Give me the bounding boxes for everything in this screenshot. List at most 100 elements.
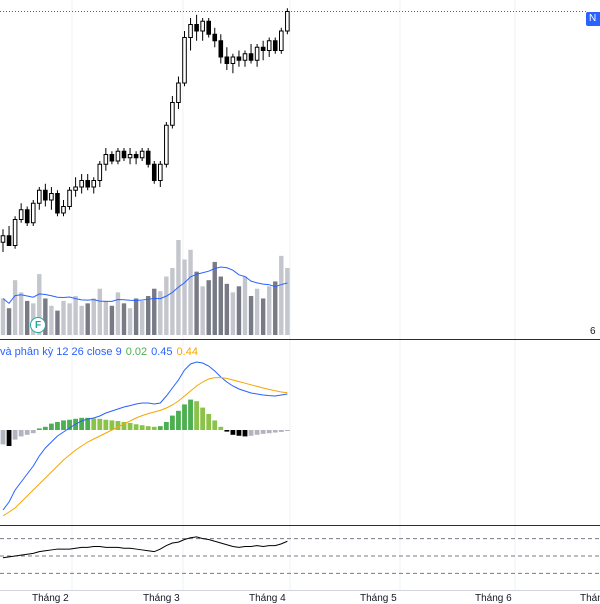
time-label: Tháng 3 bbox=[143, 593, 180, 604]
volume-bar bbox=[273, 281, 278, 335]
macd-histogram-bar bbox=[49, 423, 54, 430]
candle-body bbox=[170, 102, 175, 126]
macd-histogram bbox=[0, 399, 290, 446]
volume-bar bbox=[182, 259, 187, 335]
volume-bar bbox=[267, 286, 272, 335]
price-scale-tag[interactable]: N bbox=[586, 12, 600, 26]
macd-histogram-bar bbox=[248, 430, 254, 436]
macd-histogram-bar bbox=[266, 430, 272, 434]
volume-bar bbox=[115, 292, 121, 335]
candle-body bbox=[200, 20, 205, 32]
candle-body bbox=[218, 40, 224, 58]
macd-histogram-bar bbox=[212, 420, 218, 430]
candle-body bbox=[206, 20, 211, 35]
rsi-levels bbox=[0, 538, 600, 574]
macd-line bbox=[2, 361, 288, 511]
volume-bar bbox=[164, 276, 169, 335]
time-label: Tháng 7 bbox=[580, 593, 600, 604]
candle-body bbox=[79, 180, 84, 188]
macd-histogram-bar bbox=[170, 415, 175, 430]
candle-body bbox=[103, 154, 109, 165]
volume-bar bbox=[121, 303, 127, 335]
candle-body bbox=[85, 180, 91, 188]
candle-body bbox=[43, 189, 48, 201]
macd-histogram-bar bbox=[278, 430, 284, 432]
macd-histogram-bar bbox=[85, 417, 91, 430]
macd-histogram-bar bbox=[103, 419, 109, 430]
macd-histogram-bar bbox=[0, 430, 6, 445]
candle-body bbox=[266, 40, 272, 51]
volume-bar bbox=[146, 296, 151, 335]
macd-histogram-bar bbox=[157, 426, 163, 430]
candle-body bbox=[109, 154, 115, 162]
candle-body bbox=[55, 193, 60, 214]
volume-ma-line bbox=[2, 266, 288, 305]
volume-scale-tag: 6 bbox=[590, 326, 596, 337]
candle-body bbox=[158, 163, 163, 181]
pane-separator-macd[interactable] bbox=[0, 339, 600, 340]
volume-bar bbox=[49, 305, 54, 335]
candle-body bbox=[127, 154, 133, 159]
candle-body bbox=[248, 53, 254, 61]
macd-histogram-bar bbox=[97, 418, 103, 430]
volume-bar bbox=[79, 305, 84, 335]
volume-bar bbox=[18, 292, 24, 335]
macd-legend-name: và phân kỳ 12 26 close 9 bbox=[0, 346, 122, 358]
candle-body bbox=[188, 24, 193, 38]
volume-bar bbox=[254, 288, 260, 335]
candle-body bbox=[6, 235, 12, 246]
macd-histogram-bar bbox=[272, 430, 278, 433]
volume-bar bbox=[236, 286, 242, 335]
macd-legend[interactable]: và phân kỳ 12 26 close 9 0.02 0.45 0.44 bbox=[0, 346, 202, 359]
macd-histogram-bar bbox=[139, 425, 145, 430]
candle-body bbox=[224, 56, 230, 64]
macd-histogram-bar bbox=[18, 430, 24, 437]
time-axis-border bbox=[0, 590, 600, 591]
candle-body bbox=[212, 33, 218, 42]
candle-body bbox=[139, 150, 145, 159]
macd-histogram-bar bbox=[24, 430, 30, 435]
volume-bar bbox=[6, 308, 12, 335]
volume-bar bbox=[200, 286, 205, 335]
macd-legend-signal: 0.44 bbox=[176, 346, 198, 358]
price-candles bbox=[0, 8, 290, 252]
volume-bar bbox=[43, 298, 48, 335]
candle-body bbox=[272, 40, 278, 51]
macd-histogram-bar bbox=[55, 422, 60, 430]
volume-bar bbox=[85, 303, 90, 335]
volume-bar bbox=[212, 261, 217, 335]
volume-bar bbox=[158, 291, 163, 335]
macd-histogram-bar bbox=[163, 422, 169, 430]
volume-bar bbox=[25, 300, 30, 335]
event-marker[interactable]: F bbox=[30, 317, 46, 333]
macd-histogram-bar bbox=[200, 407, 206, 430]
volume-bar bbox=[206, 280, 211, 335]
volume-bar bbox=[103, 300, 109, 335]
time-label: Tháng 5 bbox=[360, 593, 397, 604]
candle-body bbox=[230, 56, 236, 64]
candle-body bbox=[30, 202, 36, 224]
macd-histogram-bar bbox=[182, 404, 187, 430]
macd-histogram-bar bbox=[115, 421, 121, 430]
volume-bar bbox=[139, 300, 145, 335]
candle-body bbox=[18, 209, 24, 220]
candle-body bbox=[254, 46, 260, 61]
volume-bar bbox=[37, 274, 42, 335]
macd-histogram-bar bbox=[230, 430, 236, 435]
volume-bar bbox=[12, 280, 18, 335]
time-label: Tháng 4 bbox=[249, 593, 286, 604]
pane-separator-rsi[interactable] bbox=[0, 525, 600, 526]
macd-histogram-bar bbox=[121, 422, 127, 430]
volume-bar bbox=[67, 303, 72, 335]
volume-bar bbox=[279, 255, 284, 335]
candle-body bbox=[133, 154, 139, 159]
volume-bar bbox=[224, 283, 230, 335]
candle-body bbox=[151, 163, 157, 181]
macd-signal-line bbox=[2, 377, 288, 517]
macd-histogram-bar bbox=[109, 420, 115, 430]
macd-histogram-bar bbox=[127, 422, 133, 430]
candle-body bbox=[0, 235, 6, 243]
macd-histogram-bar bbox=[6, 430, 12, 446]
macd-legend-macd: 0.45 bbox=[151, 346, 173, 358]
